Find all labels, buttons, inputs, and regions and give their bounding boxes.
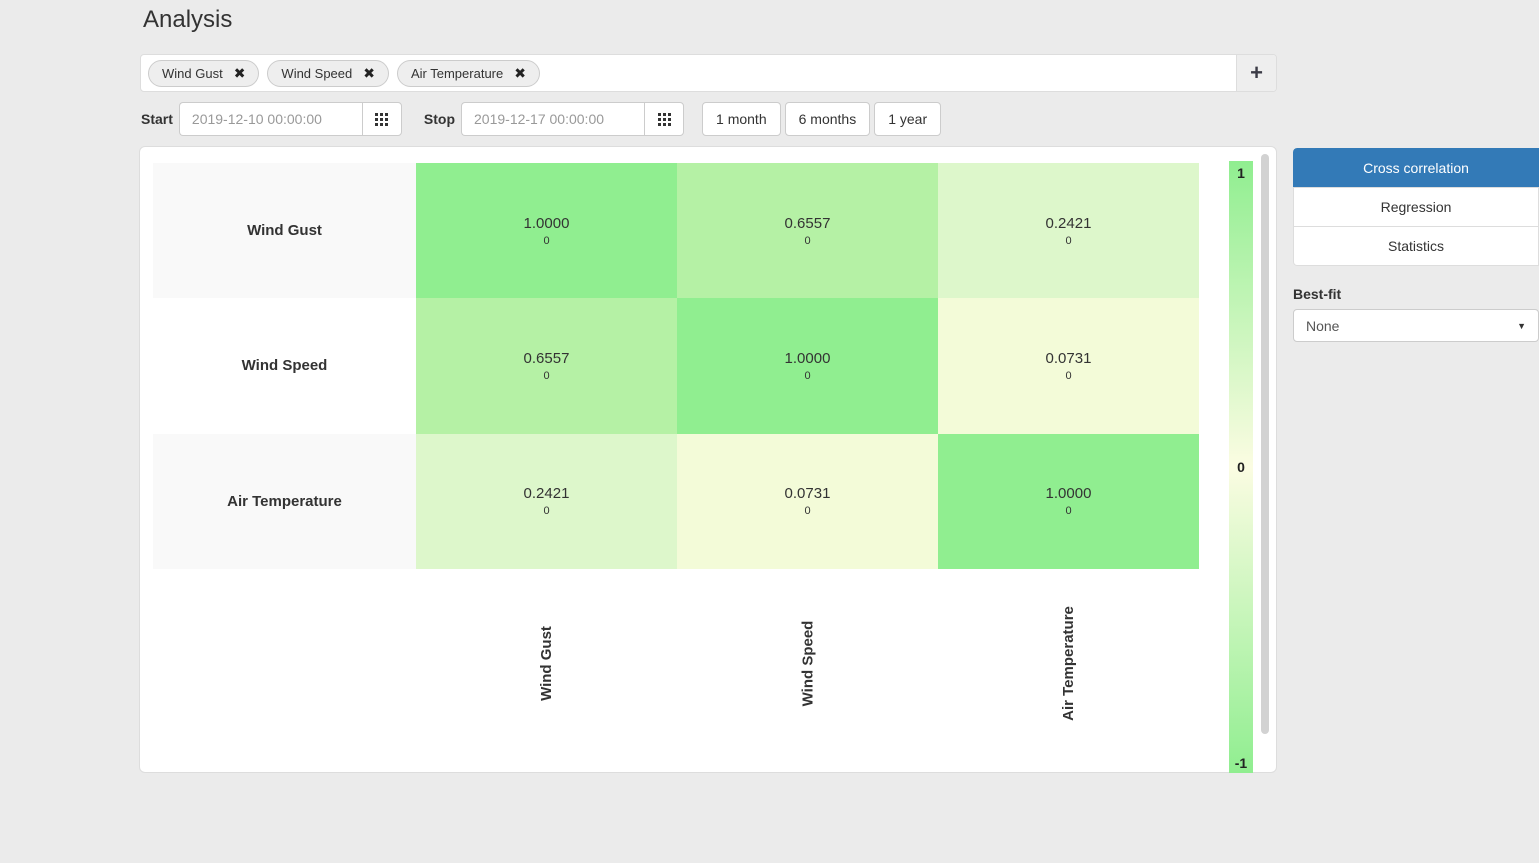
correlation-matrix: Wind Gust 1.0000 0 0.6557 0 0.2421 0 Win… xyxy=(153,163,1199,759)
x-axis-label: Wind Speed xyxy=(798,621,816,707)
grid-icon xyxy=(375,112,389,126)
cell-value: 0.2421 xyxy=(523,485,570,503)
remove-series-icon[interactable]: ✖ xyxy=(363,65,375,81)
start-datepicker-button[interactable] xyxy=(361,102,402,136)
cell-value: 1.0000 xyxy=(1045,485,1092,503)
cell-value: 1.0000 xyxy=(784,349,831,367)
stop-datetime-input[interactable] xyxy=(461,102,645,136)
x-axis-label-cell: Air Temperature xyxy=(938,569,1199,759)
start-input-group xyxy=(178,102,402,136)
cell-lag: 0 xyxy=(1065,369,1072,382)
x-axis-label-cell: Wind Speed xyxy=(677,569,938,759)
plus-icon: + xyxy=(1250,60,1263,85)
stop-datepicker-button[interactable] xyxy=(644,102,685,136)
x-axis-label: Wind Gust xyxy=(537,626,555,702)
start-label: Start xyxy=(141,111,173,127)
series-chip-label: Air Temperature xyxy=(410,65,504,81)
cell-lag: 0 xyxy=(543,369,550,382)
cell-lag: 0 xyxy=(1065,234,1072,247)
row-label: Wind Gust xyxy=(153,163,416,299)
cell-lag: 0 xyxy=(804,369,811,382)
cell-lag: 0 xyxy=(804,234,811,247)
cell-lag: 0 xyxy=(543,505,550,518)
series-tag-bar: Wind Gust ✖ Wind Speed ✖ Air Temperature… xyxy=(140,54,1277,92)
remove-series-icon[interactable]: ✖ xyxy=(514,65,526,81)
series-chip-label: Wind Speed xyxy=(281,65,353,81)
cell-value: 0.6557 xyxy=(523,349,570,367)
colorbar: 1 0 -1 xyxy=(1229,161,1253,773)
caret-down-icon: ▼ xyxy=(1517,320,1526,331)
matrix-cell: 0.2421 0 xyxy=(416,433,677,569)
start-datetime-input[interactable] xyxy=(178,102,362,136)
matrix-cell: 1.0000 0 xyxy=(938,433,1199,569)
cell-value: 0.6557 xyxy=(784,214,831,232)
matrix-cell: 0.2421 0 xyxy=(938,163,1199,299)
series-chip-air-temperature: Air Temperature ✖ xyxy=(396,59,540,87)
matrix-cell: 1.0000 0 xyxy=(677,298,938,434)
series-chip-wind-gust: Wind Gust ✖ xyxy=(148,59,260,87)
range-1-year-button[interactable]: 1 year xyxy=(874,102,942,136)
matrix-cell: 1.0000 0 xyxy=(416,163,677,299)
analysis-sidebar: Cross correlation Regression Statistics … xyxy=(1293,148,1539,342)
vertical-scrollbar[interactable] xyxy=(1261,154,1269,734)
add-series-button[interactable]: + xyxy=(1236,55,1276,91)
colorbar-min-label: -1 xyxy=(1234,755,1248,771)
matrix-cell: 0.6557 0 xyxy=(677,163,938,299)
cell-value: 0.0731 xyxy=(1045,349,1092,367)
stop-input-group xyxy=(461,102,685,136)
tab-cross-correlation[interactable]: Cross correlation xyxy=(1293,148,1539,188)
colorbar-mid-label: 0 xyxy=(1237,459,1245,475)
bestfit-selected-value: None xyxy=(1306,317,1340,334)
matrix-cell: 0.0731 0 xyxy=(938,298,1199,434)
cell-lag: 0 xyxy=(804,505,811,518)
tab-regression[interactable]: Regression xyxy=(1293,187,1539,227)
cell-value: 1.0000 xyxy=(523,214,570,232)
row-label: Air Temperature xyxy=(153,433,416,569)
series-chip-label: Wind Gust xyxy=(162,65,223,81)
series-chip-list: Wind Gust ✖ Wind Speed ✖ Air Temperature… xyxy=(141,55,1236,91)
range-1-month-button[interactable]: 1 month xyxy=(702,102,781,136)
grid-icon xyxy=(657,112,671,126)
cell-value: 0.0731 xyxy=(784,485,831,503)
cross-correlation-panel: Wind Gust 1.0000 0 0.6557 0 0.2421 0 Win… xyxy=(139,146,1277,773)
colorbar-max-label: 1 xyxy=(1237,165,1245,181)
bestfit-select[interactable]: None ▼ xyxy=(1293,309,1539,342)
remove-series-icon[interactable]: ✖ xyxy=(233,65,246,81)
matrix-cell: 0.6557 0 xyxy=(416,298,677,434)
x-axis-label: Air Temperature xyxy=(1059,606,1077,722)
cell-value: 0.2421 xyxy=(1045,214,1092,232)
bestfit-label: Best-fit xyxy=(1293,286,1342,302)
cell-lag: 0 xyxy=(543,234,550,247)
date-controls: Start Stop xyxy=(141,102,945,136)
analysis-mode-group: Cross correlation Regression Statistics xyxy=(1293,148,1539,266)
page-title: Analysis xyxy=(143,6,233,33)
matrix-cell: 0.0731 0 xyxy=(677,433,938,569)
cell-lag: 0 xyxy=(1065,505,1072,518)
axis-corner xyxy=(153,569,416,759)
x-axis-label-cell: Wind Gust xyxy=(416,569,677,759)
range-6-months-button[interactable]: 6 months xyxy=(784,102,871,136)
tab-statistics[interactable]: Statistics xyxy=(1293,226,1539,266)
row-label: Wind Speed xyxy=(241,357,328,375)
series-chip-wind-speed: Wind Speed ✖ xyxy=(267,59,389,87)
stop-label: Stop xyxy=(423,111,456,127)
